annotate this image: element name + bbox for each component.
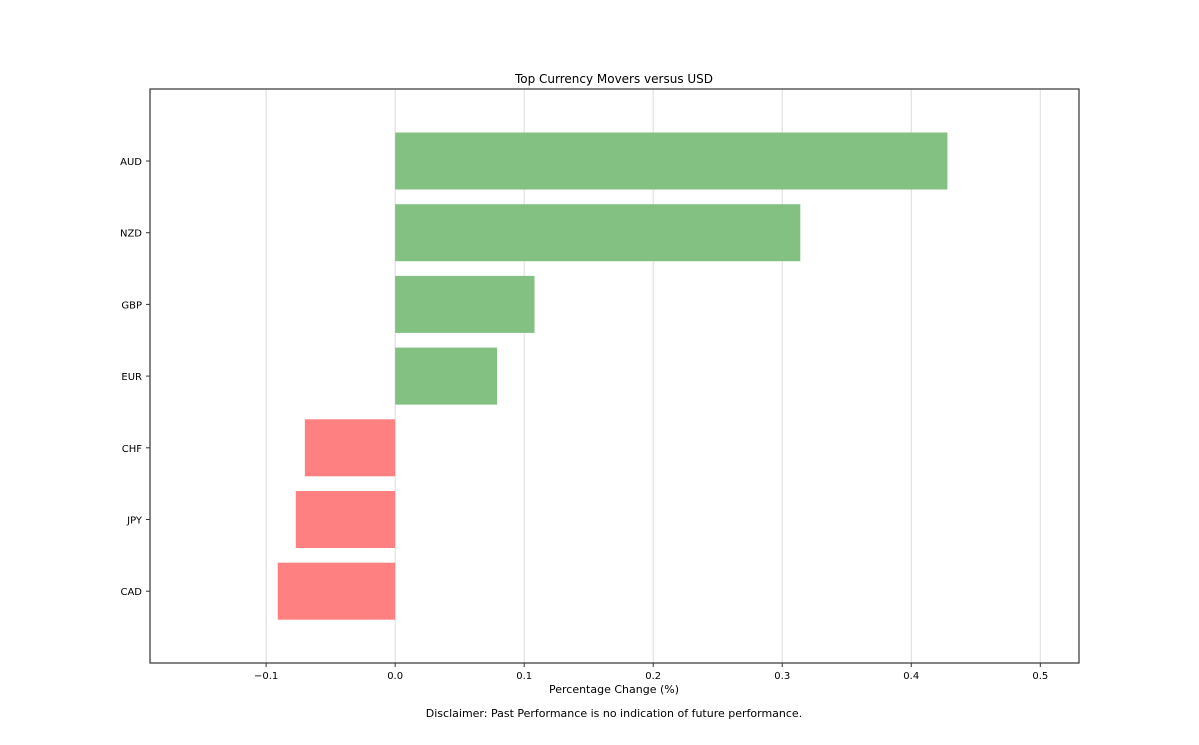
x-tick-label: −0.1 (254, 671, 278, 682)
y-tick-label: CAD (120, 587, 142, 598)
x-tick-label: 0.4 (903, 671, 919, 682)
x-tick-label: 0.3 (774, 671, 790, 682)
x-axis-ticks: −0.1 0.0 0.1 0.2 0.3 0.4 0.5 (254, 663, 1048, 682)
bar-gbp (395, 275, 535, 333)
y-tick-label: CHF (122, 444, 143, 455)
y-tick-label: EUR (121, 372, 142, 383)
x-axis-label: Percentage Change (%) (549, 683, 679, 696)
bar-cad (277, 562, 396, 620)
bar-nzd (395, 204, 801, 262)
chart-title: Top Currency Movers versus USD (514, 72, 713, 86)
disclaimer-text: Disclaimer: Past Performance is no indic… (426, 707, 802, 720)
y-tick-label: GBP (121, 300, 142, 311)
x-tick-label: 0.1 (516, 671, 532, 682)
bar-aud (395, 132, 948, 190)
bar-chf (304, 419, 396, 477)
y-tick-label: JPY (126, 516, 143, 527)
y-tick-label: AUD (120, 157, 142, 168)
y-axis-ticks: AUD NZD GBP EUR CHF JPY CAD (120, 157, 150, 598)
y-tick-label: NZD (120, 229, 142, 240)
bars (277, 132, 948, 620)
bar-jpy (295, 491, 396, 548)
x-tick-label: 0.2 (645, 671, 661, 682)
x-tick-label: 0.5 (1032, 671, 1048, 682)
bar-eur (395, 347, 498, 405)
x-tick-label: 0.0 (387, 671, 403, 682)
